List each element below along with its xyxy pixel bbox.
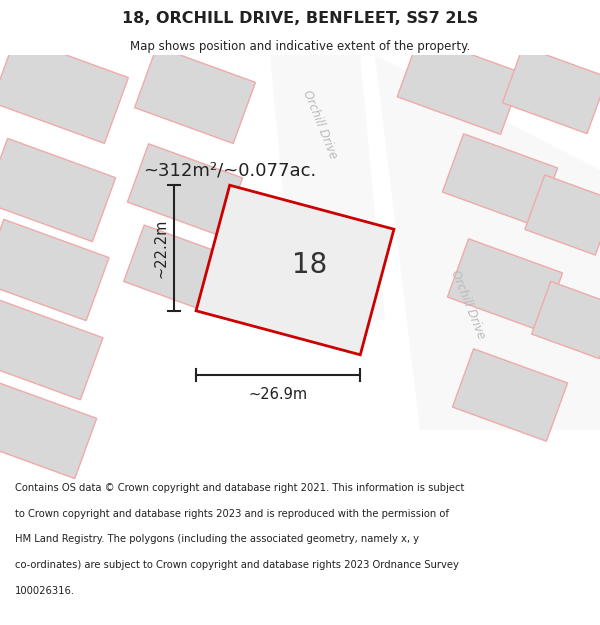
Polygon shape: [0, 381, 97, 479]
Text: 18, ORCHILL DRIVE, BENFLEET, SS7 2LS: 18, ORCHILL DRIVE, BENFLEET, SS7 2LS: [122, 11, 478, 26]
Polygon shape: [196, 185, 394, 355]
Polygon shape: [452, 349, 568, 441]
Polygon shape: [532, 281, 600, 359]
Polygon shape: [525, 175, 600, 255]
Polygon shape: [0, 219, 109, 321]
Polygon shape: [0, 138, 116, 242]
Polygon shape: [442, 134, 557, 226]
Polygon shape: [127, 144, 242, 236]
Polygon shape: [448, 239, 563, 331]
Polygon shape: [397, 36, 523, 134]
Polygon shape: [124, 225, 236, 315]
Text: Map shows position and indicative extent of the property.: Map shows position and indicative extent…: [130, 39, 470, 52]
Text: Orchill Drive: Orchill Drive: [448, 269, 488, 341]
Text: ~22.2m: ~22.2m: [153, 218, 168, 278]
Text: 100026316.: 100026316.: [15, 586, 75, 596]
Text: HM Land Registry. The polygons (including the associated geometry, namely x, y: HM Land Registry. The polygons (includin…: [15, 534, 419, 544]
Text: co-ordinates) are subject to Crown copyright and database rights 2023 Ordnance S: co-ordinates) are subject to Crown copyr…: [15, 560, 459, 570]
Text: Orchill Drive: Orchill Drive: [301, 89, 340, 161]
Polygon shape: [270, 55, 385, 320]
Polygon shape: [502, 46, 600, 134]
Polygon shape: [0, 37, 128, 143]
Text: ~312m²/~0.077ac.: ~312m²/~0.077ac.: [143, 161, 317, 179]
Polygon shape: [134, 46, 256, 144]
Text: Contains OS data © Crown copyright and database right 2021. This information is : Contains OS data © Crown copyright and d…: [15, 483, 464, 493]
Text: to Crown copyright and database rights 2023 and is reproduced with the permissio: to Crown copyright and database rights 2…: [15, 509, 449, 519]
Text: ~26.9m: ~26.9m: [248, 387, 308, 402]
Polygon shape: [375, 55, 600, 430]
Text: 18: 18: [292, 251, 328, 279]
Polygon shape: [0, 300, 103, 400]
